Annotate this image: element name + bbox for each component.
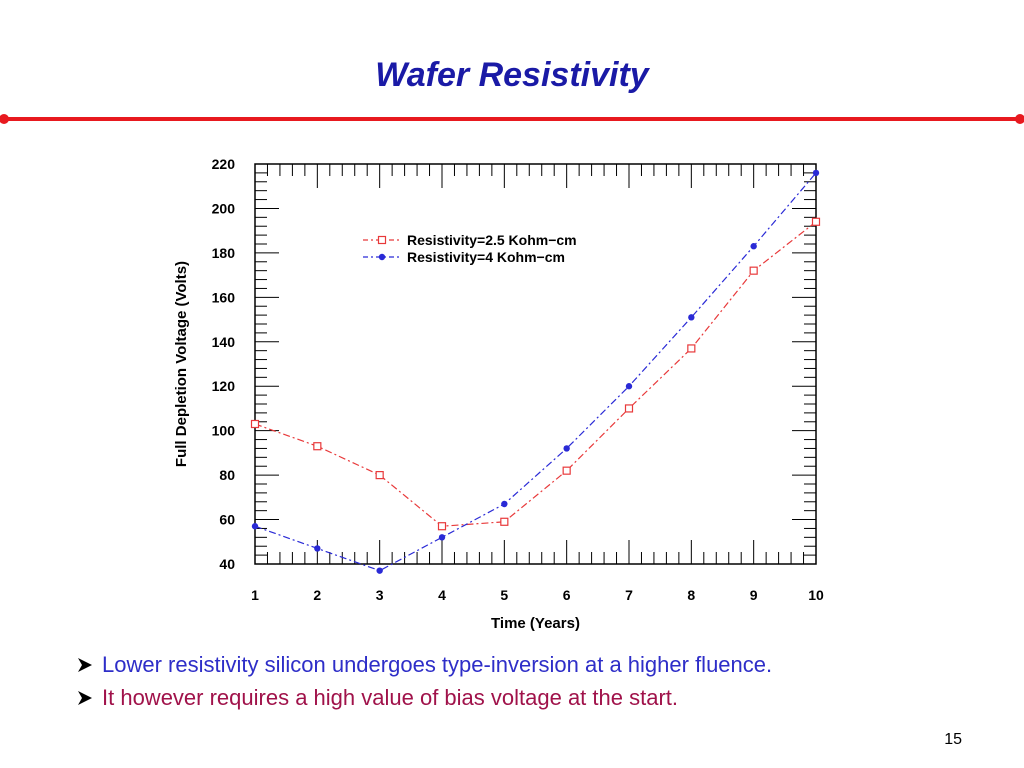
- series-line: [254, 221, 817, 527]
- bullet-text: It however requires a high value of bias…: [102, 685, 678, 710]
- data-point: [438, 534, 446, 541]
- y-tick-label: 80: [219, 467, 235, 483]
- bullet-list: Lower resistivity silicon undergoes type…: [76, 648, 1006, 714]
- data-point: [250, 419, 260, 429]
- data-point: [314, 545, 321, 552]
- page-number: 15: [944, 731, 962, 748]
- data-point: [500, 517, 509, 526]
- divider-left-endcap: [0, 114, 9, 124]
- x-axis-label: Time (Years): [491, 615, 580, 632]
- x-tick-label: 1: [251, 587, 259, 603]
- x-tick-label: 2: [313, 587, 321, 603]
- legend-label: Resistivity=2.5 Kohm−cm: [407, 232, 577, 248]
- x-tick-label: 5: [500, 587, 508, 603]
- arrow-bullet-icon: [78, 657, 92, 672]
- divider-right-endcap: [1015, 114, 1024, 124]
- x-tick-label: 4: [438, 587, 446, 603]
- data-point: [313, 442, 322, 451]
- data-point: [749, 266, 758, 275]
- y-tick-label: 180: [212, 245, 236, 261]
- data-point: [562, 466, 571, 475]
- bullet-text: Lower resistivity silicon undergoes type…: [102, 652, 773, 677]
- legend-marker: [377, 235, 387, 245]
- data-point: [437, 522, 447, 531]
- data-point: [624, 404, 634, 413]
- depletion-voltage-chart: 40 60 80 100 120 140 160 180 200 220 1 2 3 4 5 6 7 8 9 10 Ti…: [173, 156, 824, 632]
- data-point: [251, 523, 259, 530]
- series-line: [254, 172, 817, 570]
- x-tick-label: 9: [750, 587, 758, 603]
- plot-frame: [254, 163, 817, 565]
- y-tick-label: 200: [212, 200, 236, 216]
- y-axis-label: Full Depletion Voltage (Volts): [173, 261, 190, 467]
- x-tick-label: 7: [625, 587, 633, 603]
- slide-title: Wafer Resistivity: [375, 56, 649, 94]
- bullet-item: It however requires a high value of bias…: [76, 681, 1006, 714]
- y-tick-label: 60: [219, 512, 235, 528]
- y-tick-label: 40: [219, 556, 235, 572]
- title-divider: [0, 114, 1024, 124]
- data-point: [811, 217, 821, 226]
- y-tick-label: 160: [212, 289, 236, 305]
- bullet-item: Lower resistivity silicon undergoes type…: [76, 648, 1006, 681]
- y-tick-label: 100: [212, 423, 236, 439]
- data-point: [687, 344, 696, 353]
- data-point: [375, 471, 384, 480]
- x-tick-label: 10: [808, 587, 824, 603]
- legend-marker: [378, 253, 386, 261]
- data-point: [750, 243, 757, 250]
- x-tick-label: 3: [376, 587, 384, 603]
- y-tick-label: 140: [212, 334, 236, 350]
- y-tick-label: 220: [212, 156, 236, 172]
- y-tick-label: 120: [212, 378, 236, 394]
- data-point: [625, 383, 633, 390]
- data-point: [563, 445, 570, 452]
- x-tick-label: 8: [687, 587, 695, 603]
- arrow-bullet-icon: [78, 690, 92, 705]
- data-point: [812, 169, 820, 177]
- data-point: [501, 500, 508, 508]
- legend-label: Resistivity=4 Kohm−cm: [407, 249, 565, 265]
- data-point: [376, 567, 383, 574]
- data-point: [688, 314, 695, 321]
- x-tick-label: 6: [563, 587, 571, 603]
